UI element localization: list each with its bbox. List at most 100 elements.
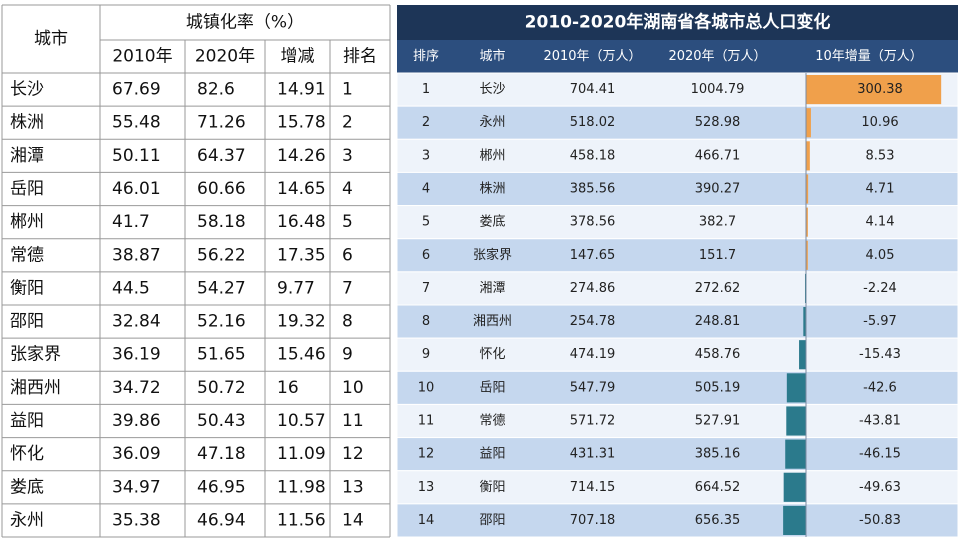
table-cell: 湘西州 bbox=[10, 378, 61, 398]
table-cell: -15.43 bbox=[859, 347, 901, 362]
bar bbox=[806, 207, 808, 237]
table-cell: -2.24 bbox=[863, 281, 897, 296]
table-cell: 38.87 bbox=[112, 245, 161, 265]
table-cell: 656.35 bbox=[695, 513, 741, 528]
table-cell: 3 bbox=[342, 146, 353, 166]
table-cell: 458.18 bbox=[570, 148, 616, 163]
table-cell: 4.14 bbox=[866, 215, 895, 230]
table-title: 2010-2020年湖南省各城市总人口变化 bbox=[525, 12, 831, 33]
table-cell: 274.86 bbox=[570, 281, 616, 296]
table-cell: 益阳 bbox=[10, 411, 44, 431]
table-cell: -43.81 bbox=[859, 414, 901, 429]
bar bbox=[783, 472, 806, 502]
table-cell: 3 bbox=[422, 148, 430, 163]
table-cell: 8 bbox=[342, 312, 353, 332]
table-cell: 67.69 bbox=[112, 80, 161, 100]
header-cell: 增减 bbox=[281, 47, 315, 67]
table-cell: 14.91 bbox=[277, 80, 326, 100]
table-cell: 4 bbox=[342, 179, 353, 199]
table-cell: 11.09 bbox=[277, 444, 326, 464]
table-cell: 15.46 bbox=[277, 345, 326, 365]
header-cell: 城市 bbox=[34, 29, 68, 49]
header-cell: 排名 bbox=[343, 47, 377, 67]
table-cell: 11 bbox=[342, 411, 364, 431]
table-cell: 46.01 bbox=[112, 179, 161, 199]
table-cell: 14.26 bbox=[277, 146, 326, 166]
table-cell: 714.15 bbox=[570, 480, 616, 495]
table-cell: 52.16 bbox=[197, 312, 246, 332]
bar bbox=[803, 307, 806, 337]
table-cell: 9.77 bbox=[277, 278, 315, 298]
table-cell: 50.11 bbox=[112, 146, 161, 166]
table-cell: 19.32 bbox=[277, 312, 326, 332]
table-cell: 8 bbox=[422, 314, 430, 329]
row-bg bbox=[396, 437, 959, 472]
table-cell: 707.18 bbox=[570, 513, 616, 528]
table-cell: -42.6 bbox=[863, 380, 897, 395]
header-bar bbox=[397, 40, 958, 73]
table-cell: 湘西州 bbox=[473, 314, 512, 329]
bar bbox=[786, 406, 806, 436]
table-cell: 1 bbox=[342, 80, 353, 100]
row-bg bbox=[396, 271, 959, 306]
table-cell: 常德 bbox=[479, 414, 505, 429]
table-cell: 怀化 bbox=[10, 444, 44, 464]
table-cell: 14 bbox=[342, 510, 364, 530]
table-cell: 382.7 bbox=[699, 215, 736, 230]
table-cell: 13 bbox=[418, 480, 435, 495]
table-cell: 岳阳 bbox=[10, 179, 44, 199]
table-cell: 50.43 bbox=[197, 411, 246, 431]
table-cell: 湘潭 bbox=[10, 146, 44, 166]
bar bbox=[783, 505, 806, 535]
table-cell: 株洲 bbox=[479, 182, 505, 197]
table-cell: 528.98 bbox=[695, 115, 741, 130]
table-cell: 147.65 bbox=[570, 248, 616, 263]
table-cell: 17.35 bbox=[277, 245, 326, 265]
table-cell: 郴州 bbox=[479, 148, 505, 163]
table-cell: 12 bbox=[418, 447, 435, 462]
table-cell: 56.22 bbox=[197, 245, 246, 265]
bar bbox=[806, 141, 810, 171]
table-cell: 9 bbox=[422, 347, 430, 362]
table-cell: 株洲 bbox=[10, 113, 44, 133]
table-cell: 34.97 bbox=[112, 477, 161, 497]
table-cell: 71.26 bbox=[197, 113, 246, 133]
table-cell: -46.15 bbox=[859, 447, 901, 462]
header-cell: 城镇化率（%） bbox=[186, 13, 304, 33]
table-cell: 娄底 bbox=[10, 477, 44, 497]
table-cell: 长沙 bbox=[479, 82, 505, 97]
table-cell: 5 bbox=[422, 215, 430, 230]
table-cell: -5.97 bbox=[863, 314, 897, 329]
row-bg bbox=[396, 105, 959, 140]
table-cell: 娄底 bbox=[479, 214, 505, 230]
table-cell: 248.81 bbox=[695, 314, 741, 329]
header-cell: 2010年 bbox=[112, 47, 172, 67]
table-cell: 常德 bbox=[10, 245, 44, 265]
table-cell: 10.96 bbox=[861, 115, 898, 130]
table-cell: 8.53 bbox=[866, 148, 895, 163]
table-cell: 378.56 bbox=[570, 215, 616, 230]
table-cell: -50.83 bbox=[859, 513, 901, 528]
table-cell: 15.78 bbox=[277, 113, 326, 133]
table-cell: 44.5 bbox=[112, 278, 150, 298]
table-cell: 385.56 bbox=[570, 182, 616, 197]
bar bbox=[785, 439, 806, 469]
table-cell: -49.63 bbox=[859, 480, 901, 495]
table-cell: 邵阳 bbox=[10, 312, 44, 332]
table-cell: 32.84 bbox=[112, 312, 161, 332]
table-cell: 82.6 bbox=[197, 80, 235, 100]
table-cell: 1 bbox=[422, 82, 430, 97]
table-cell: 衡阳 bbox=[479, 480, 505, 495]
table-cell: 55.48 bbox=[112, 113, 161, 133]
table-cell: 300.38 bbox=[857, 82, 903, 97]
table-cell: 474.19 bbox=[570, 347, 616, 362]
header-cell: 10年增量（万人） bbox=[815, 49, 923, 64]
table-cell: 16.48 bbox=[277, 212, 326, 232]
table-cell: 571.72 bbox=[570, 414, 616, 429]
table-cell: 4 bbox=[422, 182, 430, 197]
table-cell: 385.16 bbox=[695, 447, 741, 462]
table-cell: 郴州 bbox=[10, 212, 44, 232]
table-cell: 4.71 bbox=[866, 182, 895, 197]
row-bg bbox=[396, 238, 959, 273]
